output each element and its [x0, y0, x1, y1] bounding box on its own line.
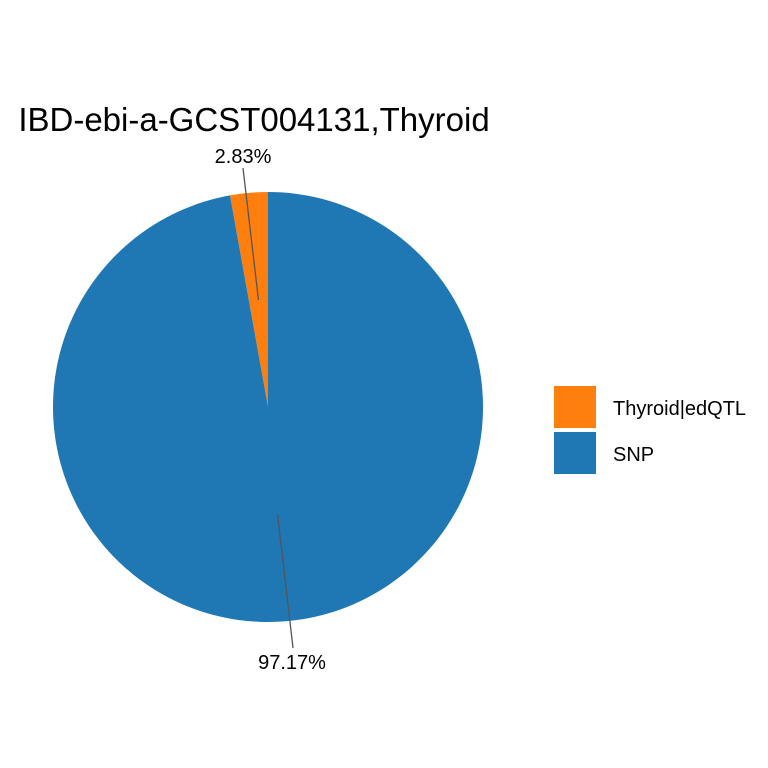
leader-line-snp — [276, 514, 294, 649]
pie-slice-thyroid-edqtl — [229, 192, 268, 407]
slice-label-thyroid-edqtl: 2.83% — [215, 146, 272, 168]
legend-label-snp: SNP — [613, 444, 654, 466]
slice-label-snp: 97.17% — [258, 652, 326, 674]
pie-slice-snp — [52, 192, 483, 623]
leader-line-thyroid-edqtl — [242, 167, 260, 301]
legend-swatch-snp — [554, 432, 596, 474]
pie-labels: 2.83% 97.17% — [215, 146, 326, 674]
pie-slices — [52, 192, 483, 623]
pie-label-leaders — [242, 167, 294, 649]
chart-title: IBD-ebi-a-GCST004131,Thyroid — [18, 101, 489, 138]
legend: Thyroid|edQTL SNP — [554, 386, 746, 474]
legend-swatch-thyroid-edqtl — [554, 386, 596, 428]
legend-label-thyroid-edqtl: Thyroid|edQTL — [613, 398, 746, 420]
